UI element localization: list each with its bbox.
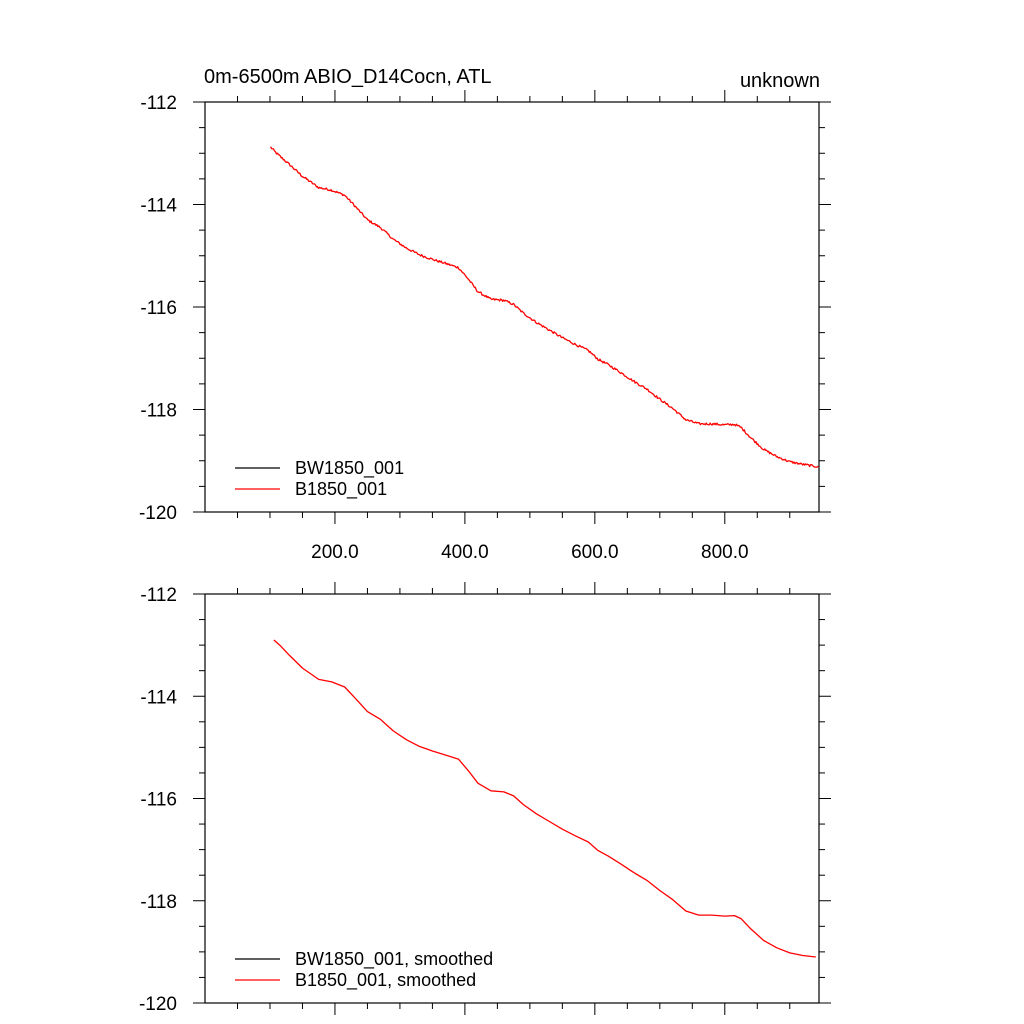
bottom-panel: -112 -114 -116 -118 -120 BW1850_001, smoothed…: [139, 582, 831, 1015]
bottom-y-tick-label: -118: [140, 892, 177, 913]
top-legend-label-0: BW1850_001: [295, 458, 404, 479]
top-x-tick-label: 200.0: [311, 542, 359, 563]
top-x-tick-label: 400.0: [441, 542, 489, 563]
top-y-tick-label: -118: [140, 401, 177, 422]
top-y-tick-label: -114: [140, 196, 177, 217]
top-y-tick-label: -120: [139, 503, 177, 524]
bottom-y-tick-label: -114: [140, 687, 177, 708]
top-plot-frame: [204, 101, 820, 513]
top-x-tick-label: 600.0: [571, 542, 619, 563]
bottom-y-tick-label: -116: [140, 790, 177, 811]
bottom-plot-frame: [204, 593, 820, 1004]
top-panel: 200.0 400.0 600.0 800.0 -112 -114 -116 -118 -120…: [139, 90, 831, 563]
top-y-tick-label: -112: [140, 93, 177, 114]
chart-subtitle-right: unknown: [740, 70, 820, 92]
chart-title: 0m-6500m ABIO_D14Cocn, ATL: [204, 66, 492, 88]
top-x-tick-label: 800.0: [701, 542, 749, 563]
bottom-series-line-1: [273, 639, 816, 958]
bottom-legend-label-0: BW1850_001, smoothed: [295, 949, 493, 970]
top-y-tick-label: -116: [140, 298, 177, 319]
bottom-legend-label-1: B1850_001, smoothed: [295, 970, 476, 991]
top-legend-label-1: B1850_001: [295, 479, 387, 500]
bottom-y-tick-label: -120: [139, 994, 177, 1015]
top-series-line-1: [270, 146, 819, 468]
bottom-y-tick-label: -112: [140, 585, 177, 606]
